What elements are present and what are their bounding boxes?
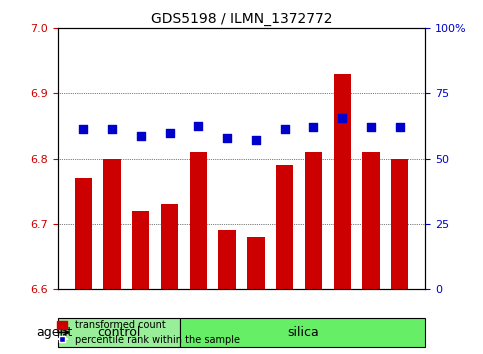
Text: control: control: [98, 326, 141, 339]
Bar: [247, 237, 265, 289]
Bar: [218, 230, 236, 289]
Title: GDS5198 / ILMN_1372772: GDS5198 / ILMN_1372772: [151, 12, 332, 26]
Bar: [132, 211, 149, 289]
Point: [195, 123, 202, 129]
Bar: [75, 178, 92, 289]
Bar: [103, 159, 121, 289]
Point: [223, 135, 231, 141]
Point: [367, 125, 375, 130]
Bar: [305, 152, 322, 289]
Bar: [161, 204, 178, 289]
Point: [252, 138, 260, 143]
Point: [108, 126, 116, 132]
Text: silica: silica: [287, 326, 319, 339]
Point: [281, 126, 288, 132]
Legend: transformed count, percentile rank within the sample: transformed count, percentile rank withi…: [53, 316, 243, 349]
Point: [310, 125, 317, 130]
Point: [166, 130, 173, 136]
Point: [396, 125, 404, 130]
FancyBboxPatch shape: [58, 318, 180, 347]
Bar: [190, 152, 207, 289]
Text: agent: agent: [37, 326, 73, 339]
Bar: [334, 74, 351, 289]
Point: [338, 115, 346, 121]
FancyBboxPatch shape: [180, 318, 425, 347]
Bar: [391, 159, 408, 289]
Point: [79, 126, 87, 132]
Bar: [362, 152, 380, 289]
Point: [137, 133, 145, 139]
Bar: [276, 165, 293, 289]
